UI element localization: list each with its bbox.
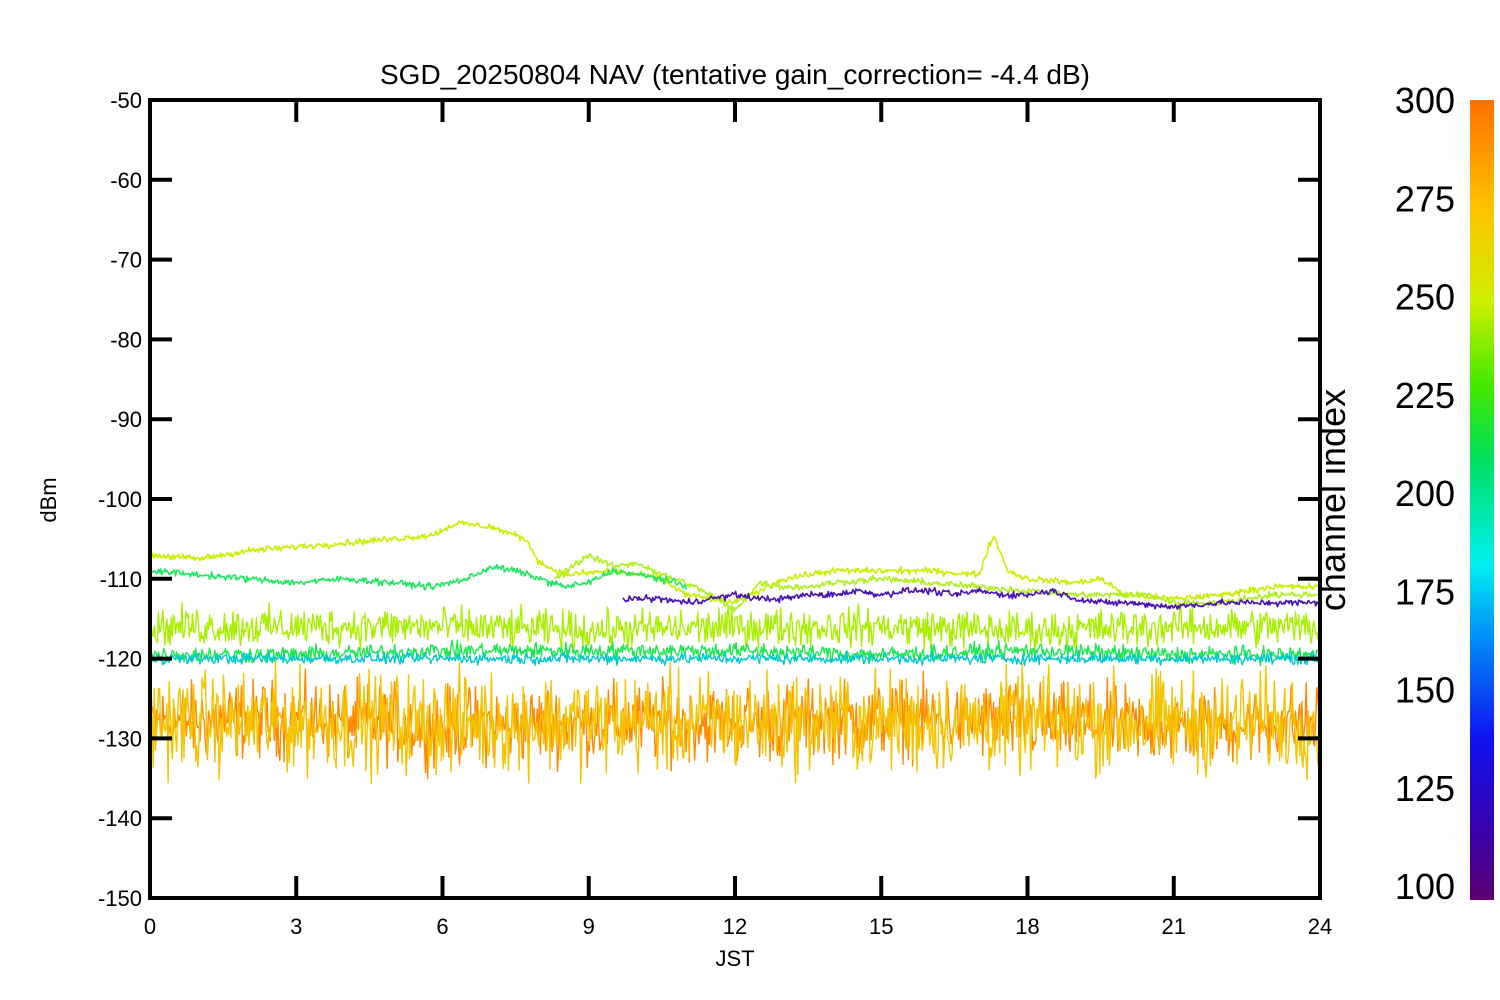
- colorbar-tick-label: 225: [1395, 375, 1455, 416]
- y-tick-label: -90: [110, 407, 142, 432]
- colorbar-tick-label: 200: [1395, 473, 1455, 514]
- colorbar-tick-label: 275: [1395, 178, 1455, 219]
- y-tick-label: -100: [98, 487, 142, 512]
- y-tick-label: -130: [98, 726, 142, 751]
- colorbar-tick-label: 150: [1395, 670, 1455, 711]
- x-tick-label: 15: [869, 914, 893, 939]
- colorbar-label: channel index: [1312, 389, 1353, 611]
- series-line: [151, 564, 688, 591]
- series-line: [553, 553, 1320, 613]
- data-layer: [151, 520, 1320, 785]
- colorbar: [1470, 100, 1494, 900]
- colorbar-ticks: 300 275 250 225 200 175 150 125 100: [1395, 80, 1455, 907]
- chart-title: SGD_20250804 NAV (tentative gain_correct…: [380, 59, 1090, 90]
- y-axis: -50 -60 -70 -80 -90 -100 -110 -120 -130 -140 -150: [98, 88, 1320, 911]
- x-tick-label: 9: [583, 914, 595, 939]
- y-tick-label: -60: [110, 168, 142, 193]
- x-tick-label: 0: [144, 914, 156, 939]
- y-tick-label: -80: [110, 327, 142, 352]
- x-axis: 0 3 6 9 12 15 18 21 24: [144, 100, 1332, 939]
- series-band: [151, 602, 1320, 654]
- series-band: [151, 639, 1320, 667]
- x-tick-label: 6: [436, 914, 448, 939]
- colorbar-tick-label: 300: [1395, 80, 1455, 121]
- plot-frame: [148, 98, 1322, 900]
- y-tick-label: -50: [110, 88, 142, 113]
- y-tick-label: -150: [98, 886, 142, 911]
- x-tick-label: 21: [1162, 914, 1186, 939]
- x-tick-label: 24: [1308, 914, 1332, 939]
- y-tick-label: -140: [98, 806, 142, 831]
- y-tick-label: -110: [100, 567, 142, 592]
- series-band: [151, 661, 1320, 785]
- colorbar-tick-label: 125: [1395, 768, 1455, 809]
- series-band: [151, 650, 1320, 667]
- series-line: [622, 586, 1320, 610]
- y-tick-label: -120: [98, 647, 142, 672]
- y-tick-label: -70: [110, 248, 142, 273]
- y-axis-label: dBm: [36, 477, 61, 522]
- x-tick-label: 12: [723, 914, 747, 939]
- colorbar-tick-label: 250: [1395, 277, 1455, 318]
- x-axis-label: JST: [715, 946, 754, 971]
- colorbar-tick-label: 175: [1395, 571, 1455, 612]
- x-tick-label: 18: [1015, 914, 1039, 939]
- x-tick-label: 3: [290, 914, 302, 939]
- colorbar-tick-label: 100: [1395, 866, 1455, 907]
